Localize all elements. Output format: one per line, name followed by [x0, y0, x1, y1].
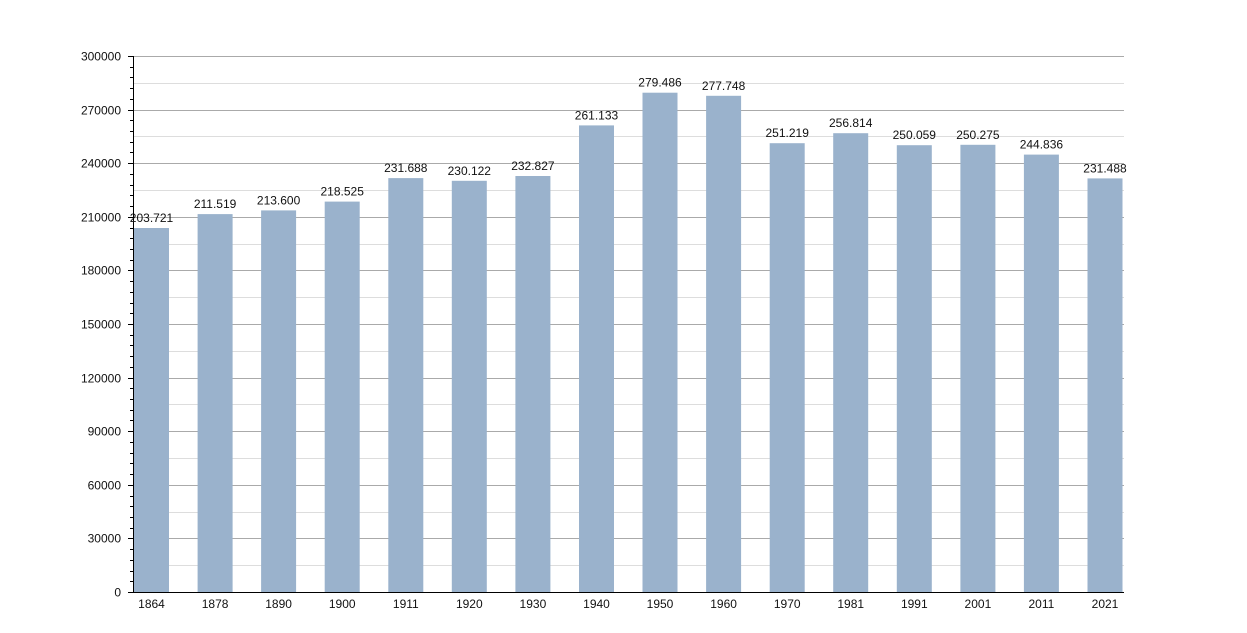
x-tick-label-2011: 2011	[1028, 597, 1054, 611]
data-label-1864: 203.721	[130, 211, 174, 225]
bar-1900	[324, 201, 360, 592]
x-tick-label-1930: 1930	[520, 597, 547, 611]
y-tick-label: 300000	[81, 50, 121, 64]
x-tick-label-1991: 1991	[901, 597, 928, 611]
x-tick-label-1900: 1900	[329, 597, 356, 611]
bar-1864	[134, 228, 169, 592]
x-tick-label-1911: 1911	[393, 597, 419, 611]
y-tick-label: 150000	[81, 318, 121, 332]
data-label-1920: 230.122	[448, 164, 492, 178]
y-tick-label: 120000	[81, 372, 121, 386]
x-tick-label-1970: 1970	[774, 597, 801, 611]
y-tick-label: 0	[114, 586, 121, 600]
bar-1930	[515, 176, 551, 592]
bar-1960	[706, 95, 742, 593]
y-tick-label: 210000	[81, 211, 121, 225]
x-tick-label-1890: 1890	[265, 597, 292, 611]
y-tick-label: 60000	[88, 479, 122, 493]
data-label-1970: 251.219	[766, 126, 810, 140]
data-label-1950: 279.486	[638, 76, 682, 90]
data-label-1900: 218.525	[321, 185, 365, 199]
x-tick-label-1950: 1950	[647, 597, 674, 611]
data-label-1890: 213.600	[257, 193, 301, 207]
bar-1890	[261, 210, 297, 592]
bar-1950	[642, 92, 678, 592]
data-label-1981: 256.814	[829, 116, 873, 130]
bar-1940	[579, 125, 614, 593]
data-label-1930: 232.827	[511, 159, 555, 173]
y-tick-label: 240000	[81, 157, 121, 171]
labels: 0 30000 60000 90000 120000 150000 180000 210000…	[81, 50, 1127, 612]
x-tick-label-1864: 1864	[138, 597, 165, 611]
y-tick-label: 90000	[88, 425, 122, 439]
axes	[128, 56, 1124, 593]
bar-2021	[1087, 178, 1123, 592]
bar-1970	[769, 143, 805, 592]
bar-1920	[451, 180, 487, 593]
y-tick-label: 270000	[81, 104, 121, 118]
x-tick-label-2001: 2001	[965, 597, 992, 611]
data-label-2001: 250.275	[956, 128, 1000, 142]
x-tick-label-1981: 1981	[837, 597, 864, 611]
data-label-1911: 231.688	[384, 161, 428, 175]
data-label-1960: 277.748	[702, 79, 746, 93]
grid-lines	[133, 56, 1124, 566]
bar-1911	[388, 178, 424, 592]
bar-1878	[197, 214, 233, 592]
bar-2011	[1023, 154, 1059, 592]
bars	[134, 92, 1123, 593]
bar-1981	[833, 133, 869, 592]
y-tick-label: 180000	[81, 264, 121, 278]
x-tick-label-1960: 1960	[710, 597, 737, 611]
data-label-2021: 231.488	[1083, 161, 1127, 175]
bar-1991	[896, 145, 932, 592]
y-tick-label: 30000	[88, 532, 122, 546]
x-tick-label-2021: 2021	[1092, 597, 1119, 611]
data-label-1991: 250.059	[893, 128, 937, 142]
data-label-1878: 211.519	[194, 197, 237, 211]
x-tick-label-1920: 1920	[456, 597, 483, 611]
bar-2001	[960, 144, 996, 593]
x-tick-label-1940: 1940	[583, 597, 610, 611]
data-label-1940: 261.133	[575, 108, 619, 122]
data-label-2011: 244.836	[1020, 138, 1064, 152]
x-tick-label-1878: 1878	[202, 597, 229, 611]
